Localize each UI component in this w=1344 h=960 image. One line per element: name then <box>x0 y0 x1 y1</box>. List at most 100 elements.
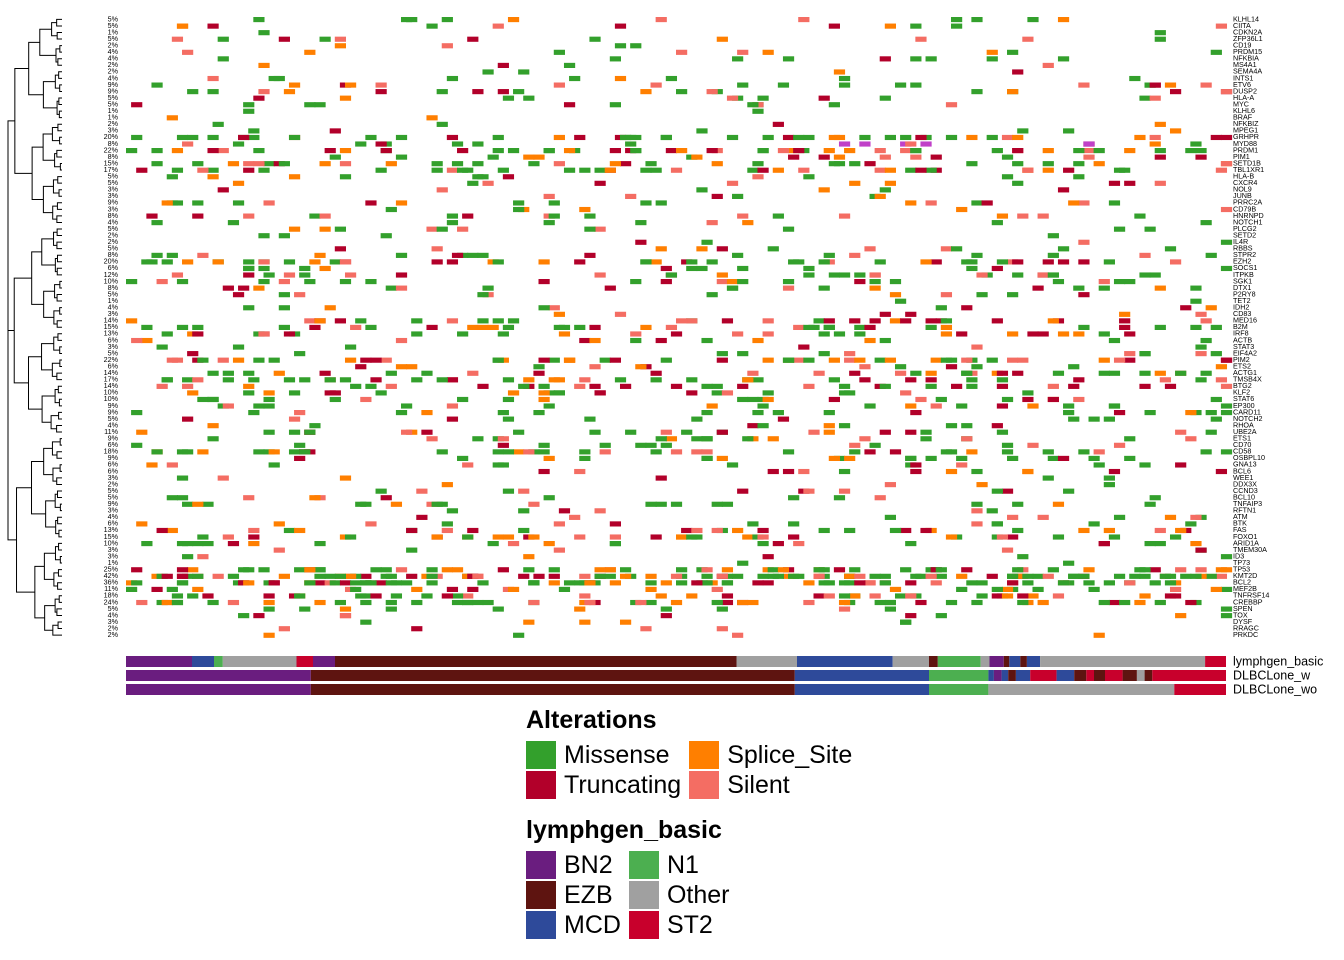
alteration-cell <box>538 449 550 455</box>
alteration-cell <box>1012 370 1024 376</box>
alteration-cell <box>151 220 163 226</box>
alteration-cell <box>864 161 876 167</box>
alteration-cell <box>243 259 255 265</box>
dendrogram-branch <box>14 68 33 174</box>
gene-label: MYD88 <box>1233 139 1257 148</box>
dendrogram-branch <box>57 123 62 132</box>
alteration-cell <box>304 580 316 586</box>
alteration-cell <box>742 377 754 383</box>
alteration-cell <box>762 331 774 337</box>
annotation-segment <box>310 684 795 695</box>
legend-label: EZB <box>564 880 613 909</box>
alteration-cell <box>864 449 876 455</box>
alteration-cell <box>925 573 937 579</box>
alteration-cell <box>1220 383 1233 389</box>
alteration-cell <box>742 220 754 226</box>
alteration-cell <box>940 357 953 363</box>
alteration-cell <box>1113 514 1126 520</box>
gene-label: RFTN1 <box>1233 506 1256 515</box>
alteration-cell <box>426 324 438 330</box>
alteration-cell <box>813 370 825 376</box>
alteration-cell <box>238 613 250 619</box>
alteration-cell <box>421 429 433 435</box>
alteration-cell <box>838 488 851 494</box>
alteration-cell <box>920 429 932 435</box>
alteration-cell <box>497 331 509 337</box>
alteration-cell <box>334 43 346 49</box>
alteration-cell <box>971 364 983 370</box>
alteration-cell <box>594 390 606 396</box>
alteration-cell <box>243 370 255 376</box>
alteration-cell <box>884 167 896 173</box>
alteration-cell <box>1154 154 1166 160</box>
alteration-cell <box>1001 586 1014 592</box>
alteration-cell <box>299 265 311 272</box>
alteration-cell <box>497 567 509 573</box>
alteration-cell <box>711 501 723 507</box>
alteration-cell <box>660 357 672 363</box>
alteration-cell <box>838 390 851 396</box>
annotation-segment <box>797 656 893 667</box>
alteration-cell <box>299 606 311 612</box>
alteration-cell <box>441 17 453 23</box>
alteration-cell <box>182 377 194 383</box>
alteration-cell <box>263 606 275 612</box>
alteration-cell <box>854 573 866 579</box>
alteration-cell <box>462 534 474 540</box>
alteration-cell <box>1154 30 1166 36</box>
alteration-cell <box>365 134 377 141</box>
alteration-cell <box>192 586 204 592</box>
alteration-cell <box>1190 141 1202 147</box>
alteration-cell <box>263 161 275 167</box>
gene-label: CD19 <box>1233 41 1251 50</box>
alteration-cell <box>1042 573 1054 579</box>
alteration-cell <box>314 252 326 258</box>
alteration-cell <box>467 586 479 592</box>
alteration-cell <box>905 593 917 599</box>
gene-label: GNA13 <box>1233 460 1257 469</box>
alteration-cell <box>1119 324 1131 330</box>
gene-label: ETV6 <box>1233 80 1251 89</box>
alteration-cell <box>253 285 265 291</box>
alteration-cell <box>757 95 769 101</box>
alteration-cell <box>1098 279 1110 285</box>
legend-item: Other <box>628 881 729 909</box>
alteration-cell <box>915 396 927 403</box>
alteration-cell <box>273 521 285 527</box>
annotation-segment <box>794 670 929 681</box>
alteration-cell <box>457 226 469 232</box>
alteration-cell <box>502 396 515 403</box>
alteration-cell <box>574 134 586 141</box>
dendrogram-branch <box>56 267 62 276</box>
alteration-cell <box>477 383 489 389</box>
alteration-cell <box>1007 49 1019 55</box>
alteration-cell <box>584 416 596 422</box>
alteration-cell <box>563 357 576 363</box>
percentage-label: 22% <box>104 355 119 364</box>
percentage-label: 6% <box>108 335 119 344</box>
alteration-cell <box>645 442 657 448</box>
alteration-cell <box>1210 324 1222 330</box>
alteration-cell <box>339 377 352 383</box>
percentage-label: 15% <box>104 532 119 541</box>
alteration-cell <box>732 56 744 62</box>
percentage-label: 13% <box>104 329 119 338</box>
alteration-cell <box>579 573 591 579</box>
gene-label: IDH2 <box>1233 303 1249 312</box>
alteration-cell <box>1042 161 1054 167</box>
alteration-cell <box>446 220 459 226</box>
alteration-cell <box>350 383 362 389</box>
alteration-cell <box>889 449 902 455</box>
dendrogram-branch <box>28 356 43 410</box>
annotation-segment <box>214 656 223 667</box>
alteration-cell <box>1108 468 1121 475</box>
alteration-cell <box>986 56 998 62</box>
alteration-cell <box>243 495 255 501</box>
percentage-label: 1% <box>108 296 119 305</box>
alteration-cell <box>1063 403 1075 409</box>
percentage-label: 20% <box>104 132 119 141</box>
alteration-cell <box>1220 239 1233 245</box>
alteration-cell <box>696 128 708 134</box>
alteration-cell <box>991 521 1003 527</box>
alteration-cell <box>518 69 530 75</box>
